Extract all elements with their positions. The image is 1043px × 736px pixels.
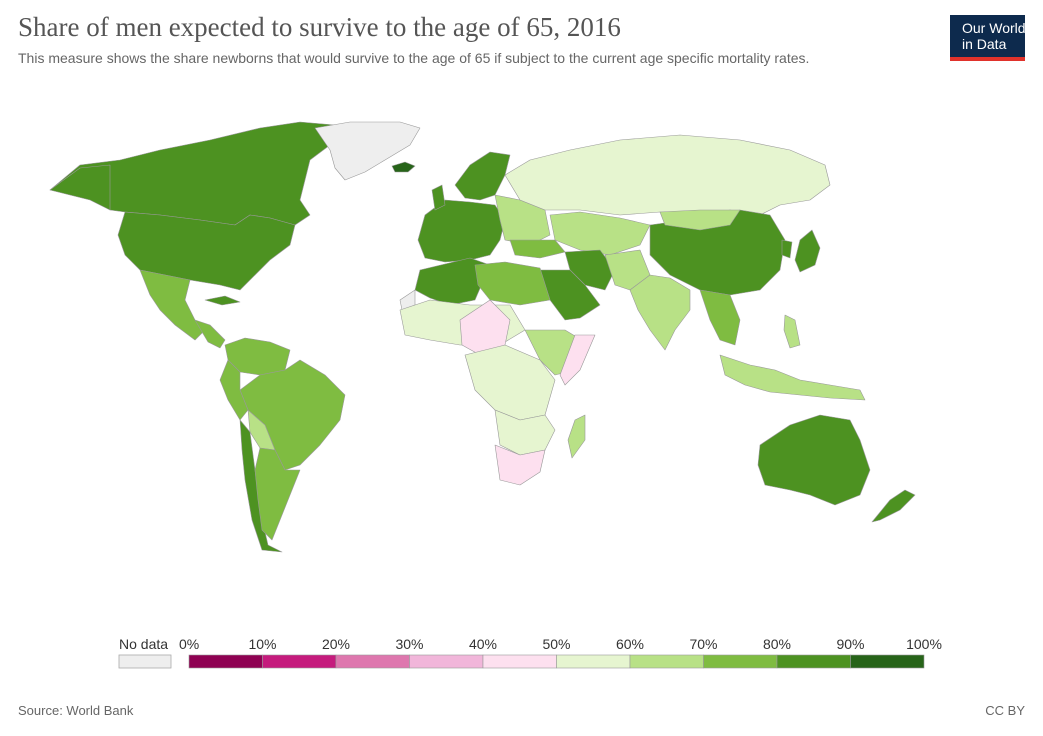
legend-no-data-swatch[interactable] [118,654,172,669]
region-alaska[interactable] [49,164,111,211]
region-cuba[interactable] [204,295,241,306]
legend-tick-10: 100% [906,636,942,652]
region-korea[interactable] [781,239,793,259]
legend-bin-6[interactable] [629,654,704,669]
region-brazil[interactable] [239,359,346,471]
legend-bin-8[interactable] [776,654,851,669]
legend-tick-0: 0% [179,636,199,652]
source-note: Source: World Bank [18,703,134,718]
region-united-states[interactable] [117,211,296,291]
region-libya-egypt[interactable] [474,261,551,306]
region-philippines[interactable] [783,314,801,349]
license-note[interactable]: CC BY [985,703,1025,718]
legend-bin-7[interactable] [703,654,778,669]
legend-tick-7: 70% [689,636,717,652]
legend-tick-5: 50% [542,636,570,652]
legend: No data 0% 10% 20% 30% 40% 50% 60% 70% 80% 90% 100… [118,636,942,669]
region-india[interactable] [629,274,691,351]
legend-no-data-label: No data [119,636,168,652]
legend-bin-0[interactable] [188,654,263,669]
legend-bin-4[interactable] [482,654,557,669]
legend-tick-1: 10% [248,636,276,652]
region-argentina[interactable] [254,447,301,541]
region-japan[interactable] [794,229,821,273]
region-russia[interactable] [504,134,831,216]
region-chile[interactable] [239,419,283,553]
legend-bin-9[interactable] [850,654,925,669]
region-north-africa[interactable] [414,257,491,306]
region-peru[interactable] [219,359,249,421]
region-southern-africa[interactable] [494,409,556,456]
region-new-zealand[interactable] [871,489,916,523]
region-uk[interactable] [431,184,446,211]
legend-bin-2[interactable] [335,654,410,669]
legend-tick-2: 20% [322,636,350,652]
chart-subtitle: This measure shows the share newborns th… [18,50,810,66]
logo-line-2: in Data [962,36,1007,52]
legend-bin-5[interactable] [556,654,631,669]
chart-title: Share of men expected to survive to the … [18,12,621,42]
owid-logo[interactable]: Our World in Data [950,15,1026,61]
region-australia[interactable] [757,414,871,506]
legend-tick-9: 90% [836,636,864,652]
region-somalia[interactable] [559,334,596,386]
legend-tick-8: 80% [763,636,791,652]
legend-tick-4: 40% [469,636,497,652]
region-southeast-asia[interactable] [699,289,741,346]
region-madagascar[interactable] [567,414,586,459]
region-scandinavia[interactable] [454,151,511,201]
legend-tick-3: 30% [395,636,423,652]
region-indonesia[interactable] [719,354,866,401]
region-greenland[interactable] [314,121,421,181]
region-saudi-arabia[interactable] [539,269,601,321]
region-central-america[interactable] [194,319,226,349]
region-western-europe[interactable] [417,199,506,263]
region-turkey[interactable] [509,239,566,259]
legend-bin-1[interactable] [262,654,337,669]
region-mongolia[interactable] [659,209,741,231]
region-central-asia[interactable] [549,211,651,256]
legend-tick-6: 60% [616,636,644,652]
region-south-africa[interactable] [494,444,546,486]
region-iceland[interactable] [391,161,416,173]
legend-bin-3[interactable] [409,654,484,669]
logo-line-1: Our World [962,20,1026,36]
